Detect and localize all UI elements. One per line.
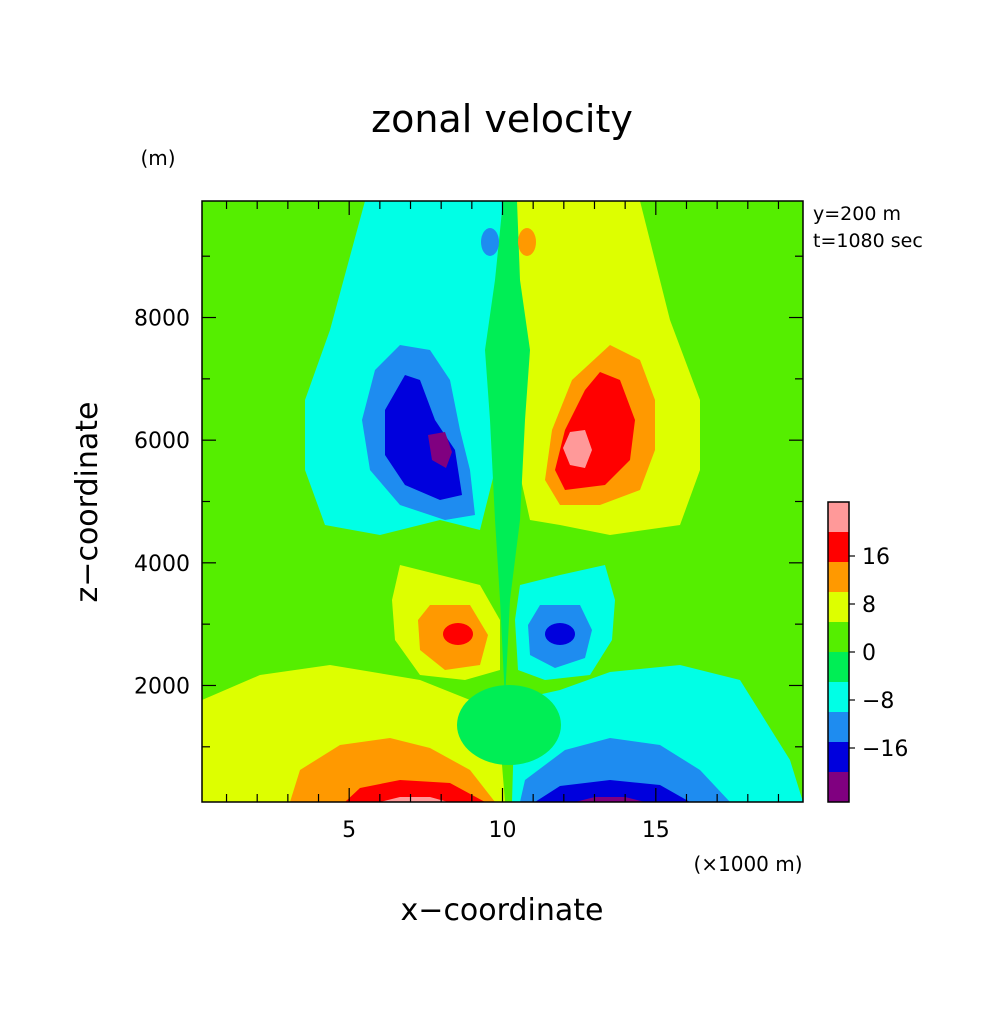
colorbar-tick-label: −8 [862, 689, 894, 714]
y-tick-label: 4000 [134, 552, 190, 577]
colorbar-swatch [828, 772, 849, 802]
colorbar-swatch [828, 742, 849, 772]
y-axis-ticks: 2000 4000 6000 8000 [134, 255, 803, 748]
contour-region [563, 430, 592, 468]
contour-field [202, 201, 803, 802]
contour-region [535, 780, 690, 802]
colorbar-tick-label: 16 [862, 545, 890, 570]
contour-region [518, 228, 536, 256]
x-tick-label: 15 [642, 818, 670, 843]
annotation-t: t=1080 sec [813, 230, 923, 252]
colorbar-tick-label: 0 [862, 641, 876, 666]
contour-region [575, 797, 645, 802]
colorbar-swatch [828, 532, 849, 562]
colorbar-swatch [828, 652, 849, 682]
x-tick-label: 5 [342, 818, 356, 843]
contour-region [428, 432, 452, 468]
y-unit-label: (m) [140, 146, 175, 170]
colorbar-tick-label: 8 [862, 593, 876, 618]
y-tick-label: 2000 [134, 674, 190, 699]
x-axis-ticks: 5 10 15 [225, 201, 780, 843]
colorbar-swatch [828, 622, 849, 652]
y-tick-label: 6000 [134, 429, 190, 454]
contour-region [485, 201, 530, 700]
x-unit-label: (×1000 m) [693, 852, 802, 876]
colorbar-tick-label: −16 [862, 737, 908, 762]
contour-region [385, 375, 462, 500]
x-tick-label: 10 [489, 818, 517, 843]
annotation-y: y=200 m [813, 203, 901, 225]
contour-region [380, 797, 448, 802]
chart-title: zonal velocity [371, 97, 633, 141]
colorbar-swatch [828, 562, 849, 592]
x-axis-label: x−coordinate [401, 893, 604, 928]
colorbar-swatch [828, 712, 849, 742]
contour-region [457, 685, 561, 765]
colorbar-swatch [828, 502, 849, 532]
contour-region [481, 228, 499, 256]
colorbar: 16 8 0 −8 −16 [827, 501, 908, 803]
y-tick-label: 8000 [134, 307, 190, 332]
colorbar-swatch [828, 682, 849, 712]
contour-region [545, 623, 575, 645]
colorbar-swatch [828, 592, 849, 622]
y-axis-label: z−coordinate [70, 402, 105, 603]
contour-region [443, 623, 473, 645]
